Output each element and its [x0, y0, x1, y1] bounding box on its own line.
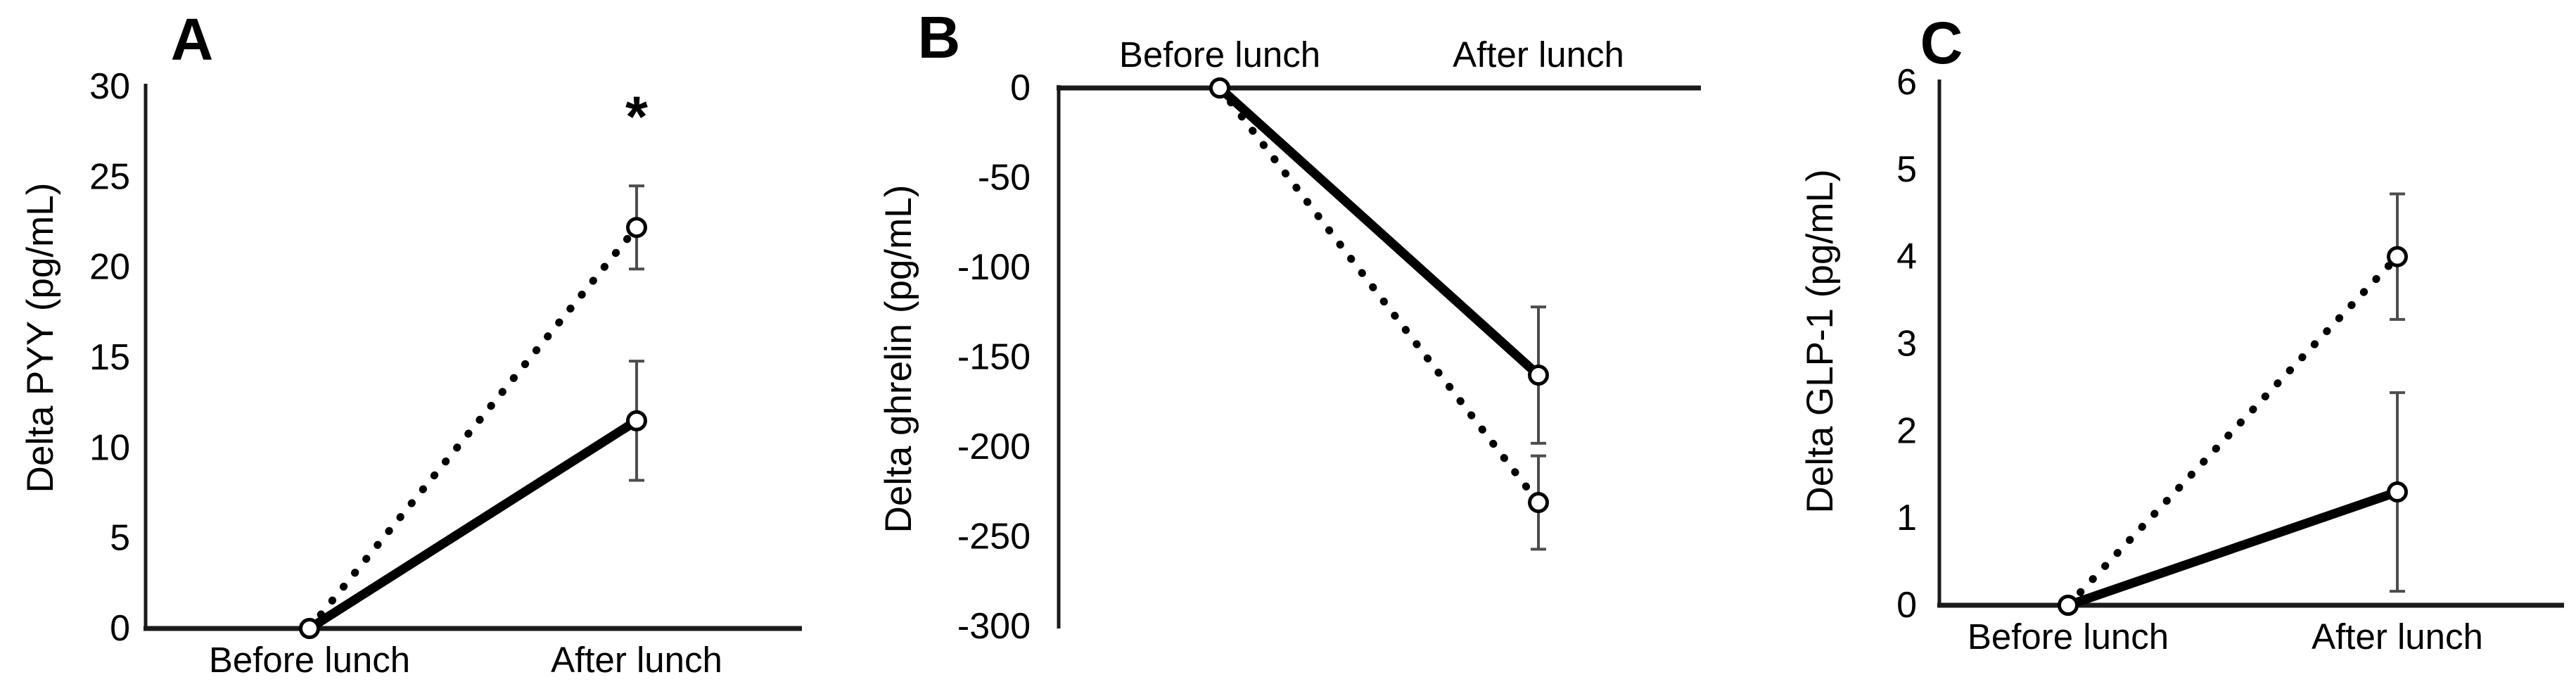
panel-A-y-axis-title: Delta PYY (pg/mL)	[20, 183, 61, 493]
panel-B-solid-series-line	[1216, 84, 1542, 379]
panel-B: B Delta ghrelin (pg/mL) 0 -50 -100 -150 -200 -2…	[878, 4, 1701, 647]
panel-A-ytick-label-30: 30	[89, 66, 130, 107]
panel-B-xlabel-after-lunch: After lunch	[1453, 34, 1624, 75]
panel-C-ytick-label-0: 0	[1896, 585, 1917, 626]
panel-A-dotted-series-marker-after-lunch	[626, 217, 647, 239]
panel-A-significance-asterisk: *	[625, 85, 648, 149]
panel-A: A Delta PYY (pg/mL) 30 25 20 15 10 5 0 Before lun…	[20, 6, 802, 680]
panel-B-dotted-series-marker-before-lunch	[1209, 77, 1230, 99]
panel-A-xlabel-after-lunch: After lunch	[551, 640, 722, 680]
panel-B-xlabel-before-lunch: Before lunch	[1119, 34, 1320, 75]
panel-B-ytick-label--300: -300	[957, 606, 1031, 647]
panel-A-xlabel-before-lunch: Before lunch	[209, 640, 410, 680]
panel-C-dotted-series-marker-after-lunch	[2387, 246, 2408, 267]
panel-B-ytick-label--150: -150	[957, 337, 1031, 378]
panel-A-ytick-label-20: 20	[89, 247, 130, 288]
panel-C-ytick-label-5: 5	[1896, 149, 1917, 190]
panel-B-solid-series-marker-after-lunch	[1528, 365, 1549, 386]
panel-C-ytick-label-4: 4	[1896, 236, 1917, 277]
panel-B-ytick-label--100: -100	[957, 247, 1031, 288]
panel-B-ytick-label-0: 0	[1010, 68, 1031, 108]
panel-C-solid-series-marker-after-lunch	[2387, 481, 2408, 503]
panel-B-dotted-series-line	[1216, 84, 1543, 507]
panel-C-letter: C	[1920, 10, 1963, 76]
panel-A-letter: A	[171, 6, 214, 72]
panel-A-ytick-label-5: 5	[110, 518, 130, 559]
panel-A-ytick-label-0: 0	[110, 608, 130, 649]
panel-B-ytick-label--200: -200	[957, 426, 1031, 467]
panel-C-ytick-label-2: 2	[1896, 410, 1917, 451]
panel-C-y-axis-title: Delta GLP-1 (pg/mL)	[1799, 170, 1841, 514]
panel-A-solid-series-marker-after-lunch	[626, 410, 647, 431]
panel-B-ytick-label--250: -250	[957, 517, 1031, 557]
panel-B-letter: B	[918, 4, 961, 70]
panel-C-xlabel-before-lunch: Before lunch	[1968, 617, 2169, 657]
panel-C-xlabel-after-lunch: After lunch	[2312, 617, 2483, 657]
panel-C-solid-series-marker-before-lunch	[2058, 595, 2079, 616]
panel-C: C Delta GLP-1 (pg/mL) 6 5 4 3 2 1 0 Before lunch A…	[1799, 10, 2564, 657]
panel-C-solid-series-line	[2066, 487, 2399, 610]
panel-C-ytick-label-3: 3	[1896, 324, 1917, 365]
panel-A-ytick-label-10: 10	[89, 427, 130, 468]
panel-B-dotted-series-marker-after-lunch	[1528, 492, 1549, 514]
panel-A-dotted-series-line	[305, 223, 641, 633]
panel-A-solid-series-line	[307, 417, 639, 633]
panel-A-solid-series-marker-before-lunch	[299, 618, 320, 639]
panel-A-ytick-label-25: 25	[89, 156, 130, 197]
panel-B-y-axis-title: Delta ghrelin (pg/mL)	[878, 185, 919, 533]
panel-A-ytick-label-15: 15	[89, 337, 130, 378]
panel-C-ytick-label-6: 6	[1896, 62, 1917, 103]
panel-B-ytick-label--50: -50	[978, 158, 1031, 198]
panel-C-ytick-label-1: 1	[1896, 498, 1917, 538]
